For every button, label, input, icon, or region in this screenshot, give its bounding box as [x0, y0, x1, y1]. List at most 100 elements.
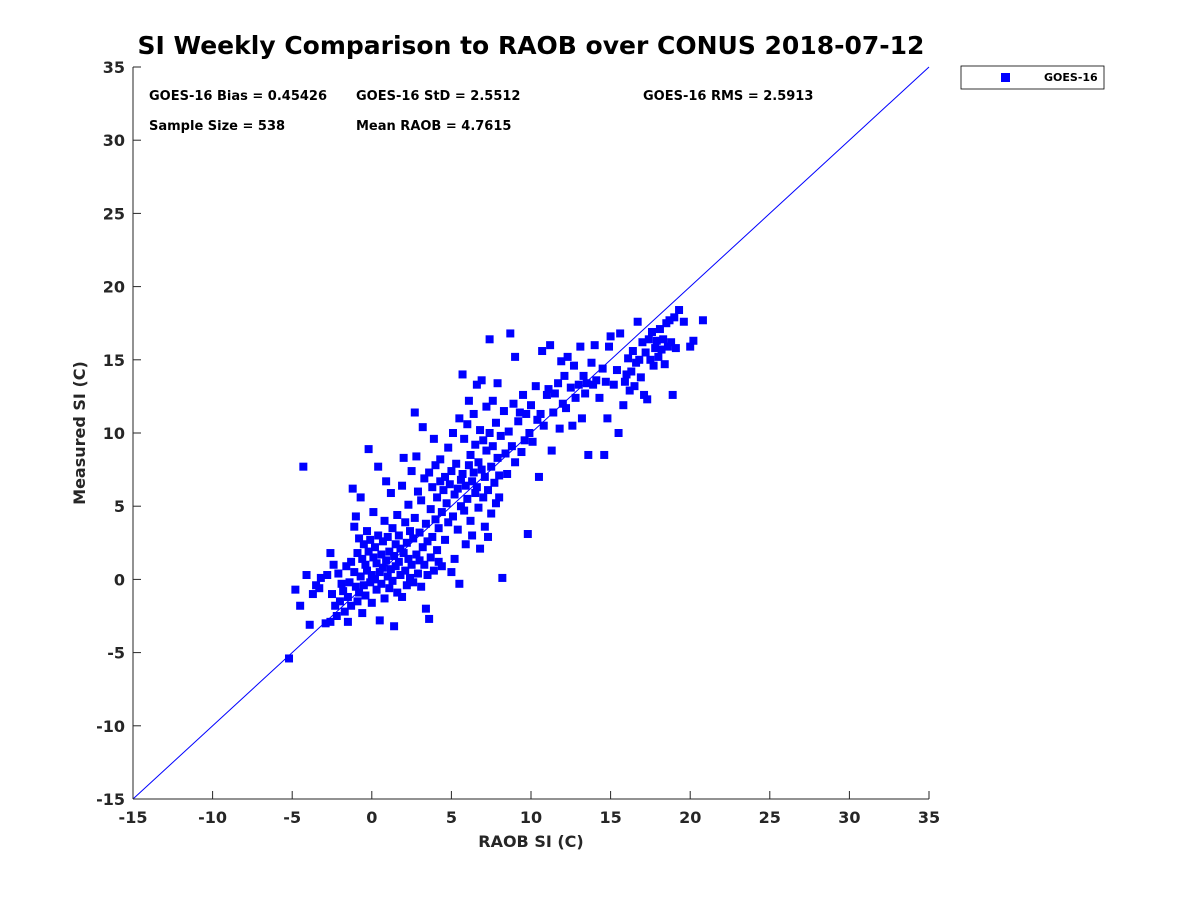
chart-title: SI Weekly Comparison to RAOB over CONUS … — [138, 31, 925, 60]
data-point — [345, 578, 354, 587]
data-point — [350, 568, 359, 577]
data-point — [401, 518, 410, 527]
data-point — [471, 440, 480, 449]
data-point — [417, 496, 426, 505]
data-point — [517, 448, 526, 457]
data-point — [469, 468, 478, 477]
data-point — [549, 408, 558, 417]
data-point — [377, 579, 386, 588]
data-point — [407, 560, 416, 569]
data-point — [305, 620, 314, 629]
data-point — [509, 399, 518, 408]
data-point — [496, 431, 505, 440]
data-point — [498, 573, 507, 582]
data-point — [461, 481, 470, 490]
data-point — [398, 592, 407, 601]
data-point — [380, 516, 389, 525]
data-point — [601, 377, 610, 386]
data-point — [370, 543, 379, 552]
data-point — [441, 535, 450, 544]
data-point — [520, 436, 529, 445]
data-point — [417, 582, 426, 591]
data-point — [491, 418, 500, 427]
data-point — [605, 342, 614, 351]
data-point — [624, 354, 633, 363]
data-point — [415, 556, 424, 565]
data-point — [472, 483, 481, 492]
data-point — [413, 487, 422, 496]
data-point — [406, 527, 415, 536]
data-point — [557, 357, 566, 366]
data-point — [619, 401, 628, 410]
data-point — [622, 370, 631, 379]
data-point — [394, 557, 403, 566]
data-point — [431, 515, 440, 524]
data-point — [447, 568, 456, 577]
x-tick-label: 5 — [446, 808, 457, 827]
data-point — [367, 571, 376, 580]
data-point — [668, 390, 677, 399]
data-point — [410, 513, 419, 522]
data-point — [363, 566, 372, 575]
data-point — [442, 499, 451, 508]
data-point — [643, 395, 652, 404]
data-point — [388, 576, 397, 585]
data-points — [285, 306, 707, 663]
data-point — [531, 382, 540, 391]
x-tick-label: 10 — [520, 808, 542, 827]
y-tick-label: 20 — [103, 278, 125, 297]
data-point — [393, 510, 402, 519]
data-point — [296, 601, 305, 610]
data-point — [555, 424, 564, 433]
data-point — [410, 408, 419, 417]
data-point — [356, 493, 365, 502]
data-point — [493, 453, 502, 462]
legend[interactable]: GOES-16 — [960, 65, 1105, 90]
data-point — [353, 549, 362, 558]
data-point — [375, 568, 384, 577]
data-point — [485, 335, 494, 344]
data-point — [568, 421, 577, 430]
data-point — [469, 409, 478, 418]
data-point — [382, 556, 391, 565]
data-point — [335, 597, 344, 606]
data-point — [698, 316, 707, 325]
x-axis-label: RAOB SI (C) — [478, 832, 583, 851]
stat-rms: GOES-16 RMS = 2.5913 — [643, 89, 813, 104]
data-point — [450, 554, 459, 563]
data-point — [464, 461, 473, 470]
data-point — [445, 480, 454, 489]
data-point — [660, 360, 669, 369]
data-point — [393, 588, 402, 597]
data-point — [630, 382, 639, 391]
data-point — [663, 342, 672, 351]
data-point — [329, 560, 338, 569]
data-point — [291, 585, 300, 594]
data-point — [566, 383, 575, 392]
x-tick-label: 0 — [366, 808, 377, 827]
data-point — [420, 474, 429, 483]
data-point — [522, 409, 531, 418]
data-point — [407, 467, 416, 476]
data-point — [576, 342, 585, 351]
data-point — [479, 436, 488, 445]
data-point — [491, 499, 500, 508]
data-point — [332, 612, 341, 620]
data-point — [550, 389, 559, 398]
data-point — [385, 584, 394, 593]
data-point — [437, 562, 446, 571]
data-point — [369, 553, 378, 562]
data-point — [460, 434, 469, 443]
data-point — [434, 524, 443, 533]
data-point — [477, 376, 486, 385]
data-point — [366, 535, 375, 544]
data-point — [404, 500, 413, 509]
data-point — [474, 458, 483, 467]
data-point — [476, 544, 485, 553]
data-point — [640, 390, 649, 399]
data-point — [402, 581, 411, 590]
data-point — [479, 493, 488, 502]
stat-std: GOES-16 StD = 2.5512 — [356, 89, 520, 104]
data-point — [377, 550, 386, 559]
data-point — [571, 393, 580, 402]
